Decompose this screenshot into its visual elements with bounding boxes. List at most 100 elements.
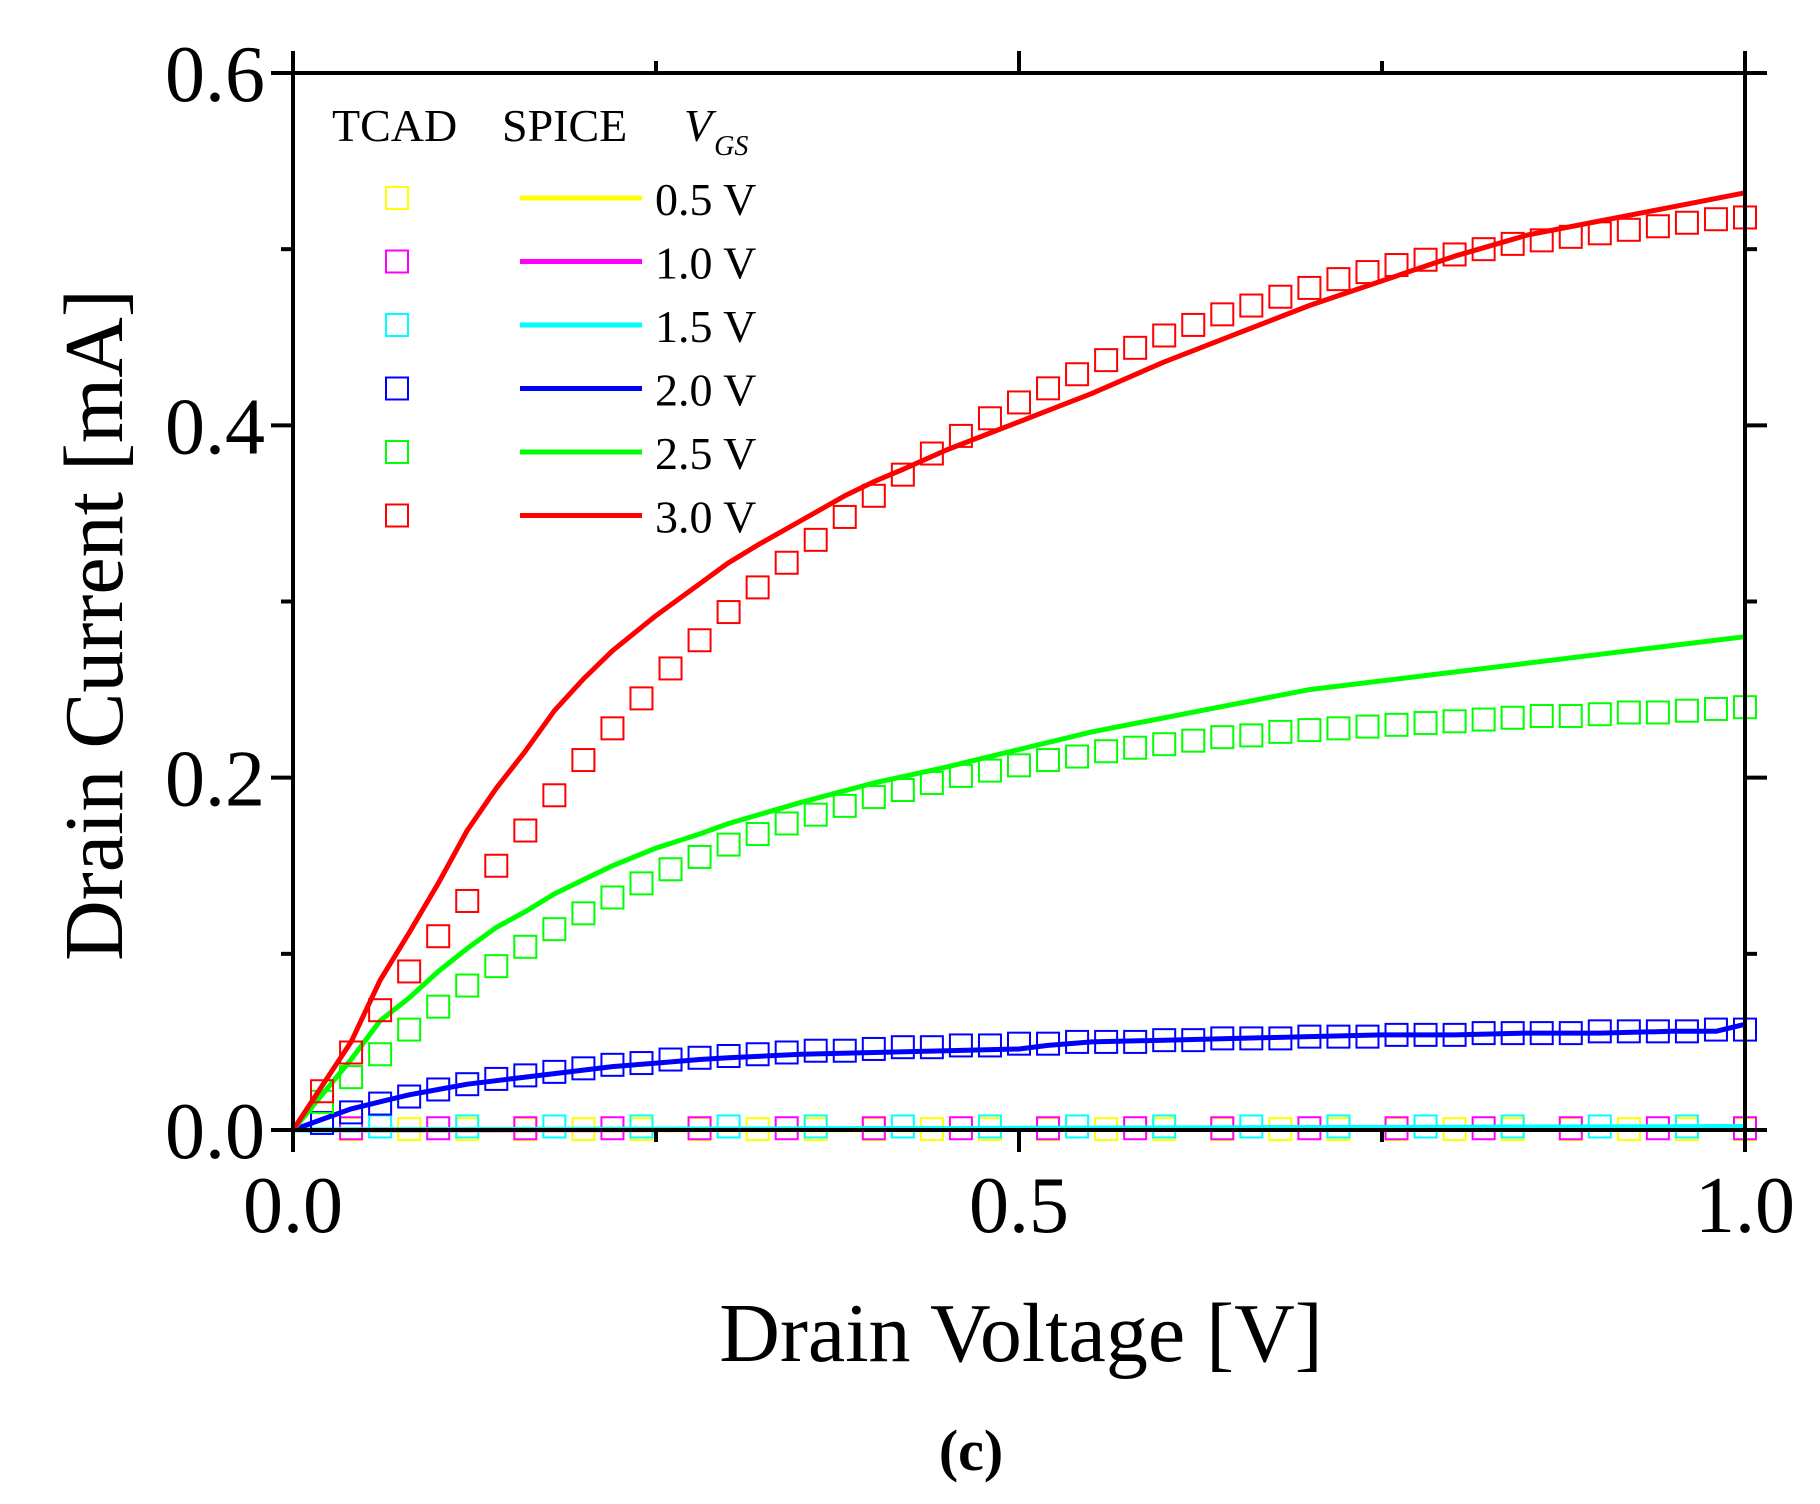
tcad-point — [774, 811, 799, 836]
tcad-point — [542, 783, 567, 808]
tcad-point — [310, 1079, 335, 1104]
legend-label: 2.5 V — [655, 428, 756, 479]
legend-label: 1.0 V — [655, 238, 756, 289]
tcad-point — [1703, 696, 1728, 721]
tcad-point — [484, 853, 509, 878]
tcad-point — [948, 1033, 973, 1058]
legend-items: 0.5 V 1.0 V 1.5 V 2.0 V 2.5 V 3.0 V — [385, 174, 756, 543]
spice-line — [292, 1021, 1746, 1133]
y-tick-label: 0.6 — [165, 31, 265, 119]
tcad-point — [1152, 732, 1177, 757]
tcad-point — [1413, 711, 1438, 736]
tcad-point — [1616, 217, 1641, 242]
legend-tcad-marker — [385, 249, 409, 274]
tcad-point — [1326, 267, 1351, 292]
tcad-point — [629, 871, 654, 896]
tcad-point — [1007, 1031, 1031, 1056]
tcad-point — [600, 885, 625, 910]
legend-tcad-marker — [385, 503, 409, 528]
tcad-point — [832, 793, 857, 818]
y-tick-label: 0.2 — [165, 736, 265, 824]
tcad-point — [1152, 323, 1177, 348]
tcad-point — [1645, 214, 1670, 239]
tcad-point — [484, 954, 509, 979]
tcad-point — [1239, 723, 1264, 748]
tcad-point — [1529, 704, 1554, 729]
series-layer — [290, 190, 1757, 1142]
tcad-point — [687, 628, 712, 653]
y-tick-label: 0.0 — [165, 1088, 265, 1176]
tcad-point — [803, 1038, 828, 1063]
tcad-point — [1616, 700, 1641, 725]
tcad-point — [1355, 714, 1380, 739]
legend-tcad-marker — [385, 440, 409, 464]
tcad-point — [1268, 719, 1293, 744]
tcad-point — [1297, 718, 1322, 743]
legend-tcad-marker — [385, 313, 409, 337]
legend: TCAD SPICE VGS 0.5 V 1.0 V 1.5 V 2.0 V 2.5 V… — [332, 100, 756, 543]
tcad-point — [977, 758, 1002, 783]
tcad-point — [1558, 704, 1583, 729]
tcad-point — [1355, 260, 1380, 285]
tcad-point — [861, 483, 886, 508]
tcad-point — [1181, 728, 1206, 753]
tcad-point — [1674, 698, 1699, 723]
tcad-point — [1210, 725, 1235, 750]
tick-labels: 0.0 0.5 1.0 0.0 0.2 0.4 0.6 — [165, 31, 1795, 1250]
legend-label: 1.5 V — [655, 301, 756, 352]
tcad-point — [861, 785, 886, 810]
legend-label: 2.0 V — [655, 365, 756, 416]
tcad-point — [948, 763, 973, 788]
tcad-point — [1123, 735, 1148, 760]
tcad-point — [890, 777, 915, 802]
tcad-point — [455, 1114, 480, 1139]
tcad-point — [397, 1017, 422, 1042]
legend-header-tcad: TCAD — [332, 100, 457, 151]
tcad-point — [426, 994, 451, 1019]
tcad-point — [658, 656, 683, 681]
tcad-point — [861, 1036, 886, 1061]
tcad-point — [687, 844, 712, 869]
tcad-point — [1094, 348, 1119, 373]
tcad-point — [803, 527, 828, 552]
tcad-point — [542, 917, 567, 942]
legend-tcad-marker — [385, 376, 409, 401]
tcad-point — [1094, 739, 1119, 764]
tcad-point — [919, 1035, 944, 1060]
legend-label: 3.0 V — [655, 492, 756, 543]
x-tick-label: 1.0 — [1695, 1162, 1795, 1250]
tcad-point — [426, 924, 451, 949]
tcad-point — [1036, 376, 1061, 401]
tcad-point — [1210, 302, 1235, 327]
spice-line — [290, 190, 1746, 1132]
tcad-point — [368, 998, 393, 1023]
tcad-point — [1674, 210, 1699, 235]
tcad-point — [455, 973, 480, 998]
tcad-point — [803, 802, 828, 827]
tcad-point — [890, 1035, 915, 1060]
tcad-point — [745, 822, 770, 847]
legend-item: 2.0 V — [385, 365, 756, 416]
tcad-point — [1065, 362, 1090, 387]
tcad-point — [1587, 702, 1612, 727]
tcad-point — [1297, 275, 1322, 300]
tcad-point — [1007, 390, 1031, 415]
y-axis-title: Drain Current [mA] — [48, 289, 141, 961]
tcad-point — [977, 406, 1002, 431]
tcad-point — [1007, 753, 1031, 778]
panel-label: (c) — [939, 1418, 1003, 1483]
tcad-point — [571, 901, 596, 926]
tcad-point — [629, 1114, 654, 1139]
tcad-point — [716, 832, 741, 857]
tcad-point — [774, 550, 799, 575]
tcad-point — [600, 716, 625, 741]
tcad-point — [455, 888, 480, 913]
tcad-point — [1703, 207, 1728, 232]
legend-header-spice: SPICE — [502, 100, 627, 151]
tcad-point — [1065, 744, 1090, 769]
spice-line — [291, 634, 1746, 1132]
tcad-point — [339, 1065, 364, 1090]
tcad-point — [1181, 312, 1206, 337]
tcad-point — [1384, 712, 1409, 737]
tcad-point — [1239, 293, 1264, 318]
